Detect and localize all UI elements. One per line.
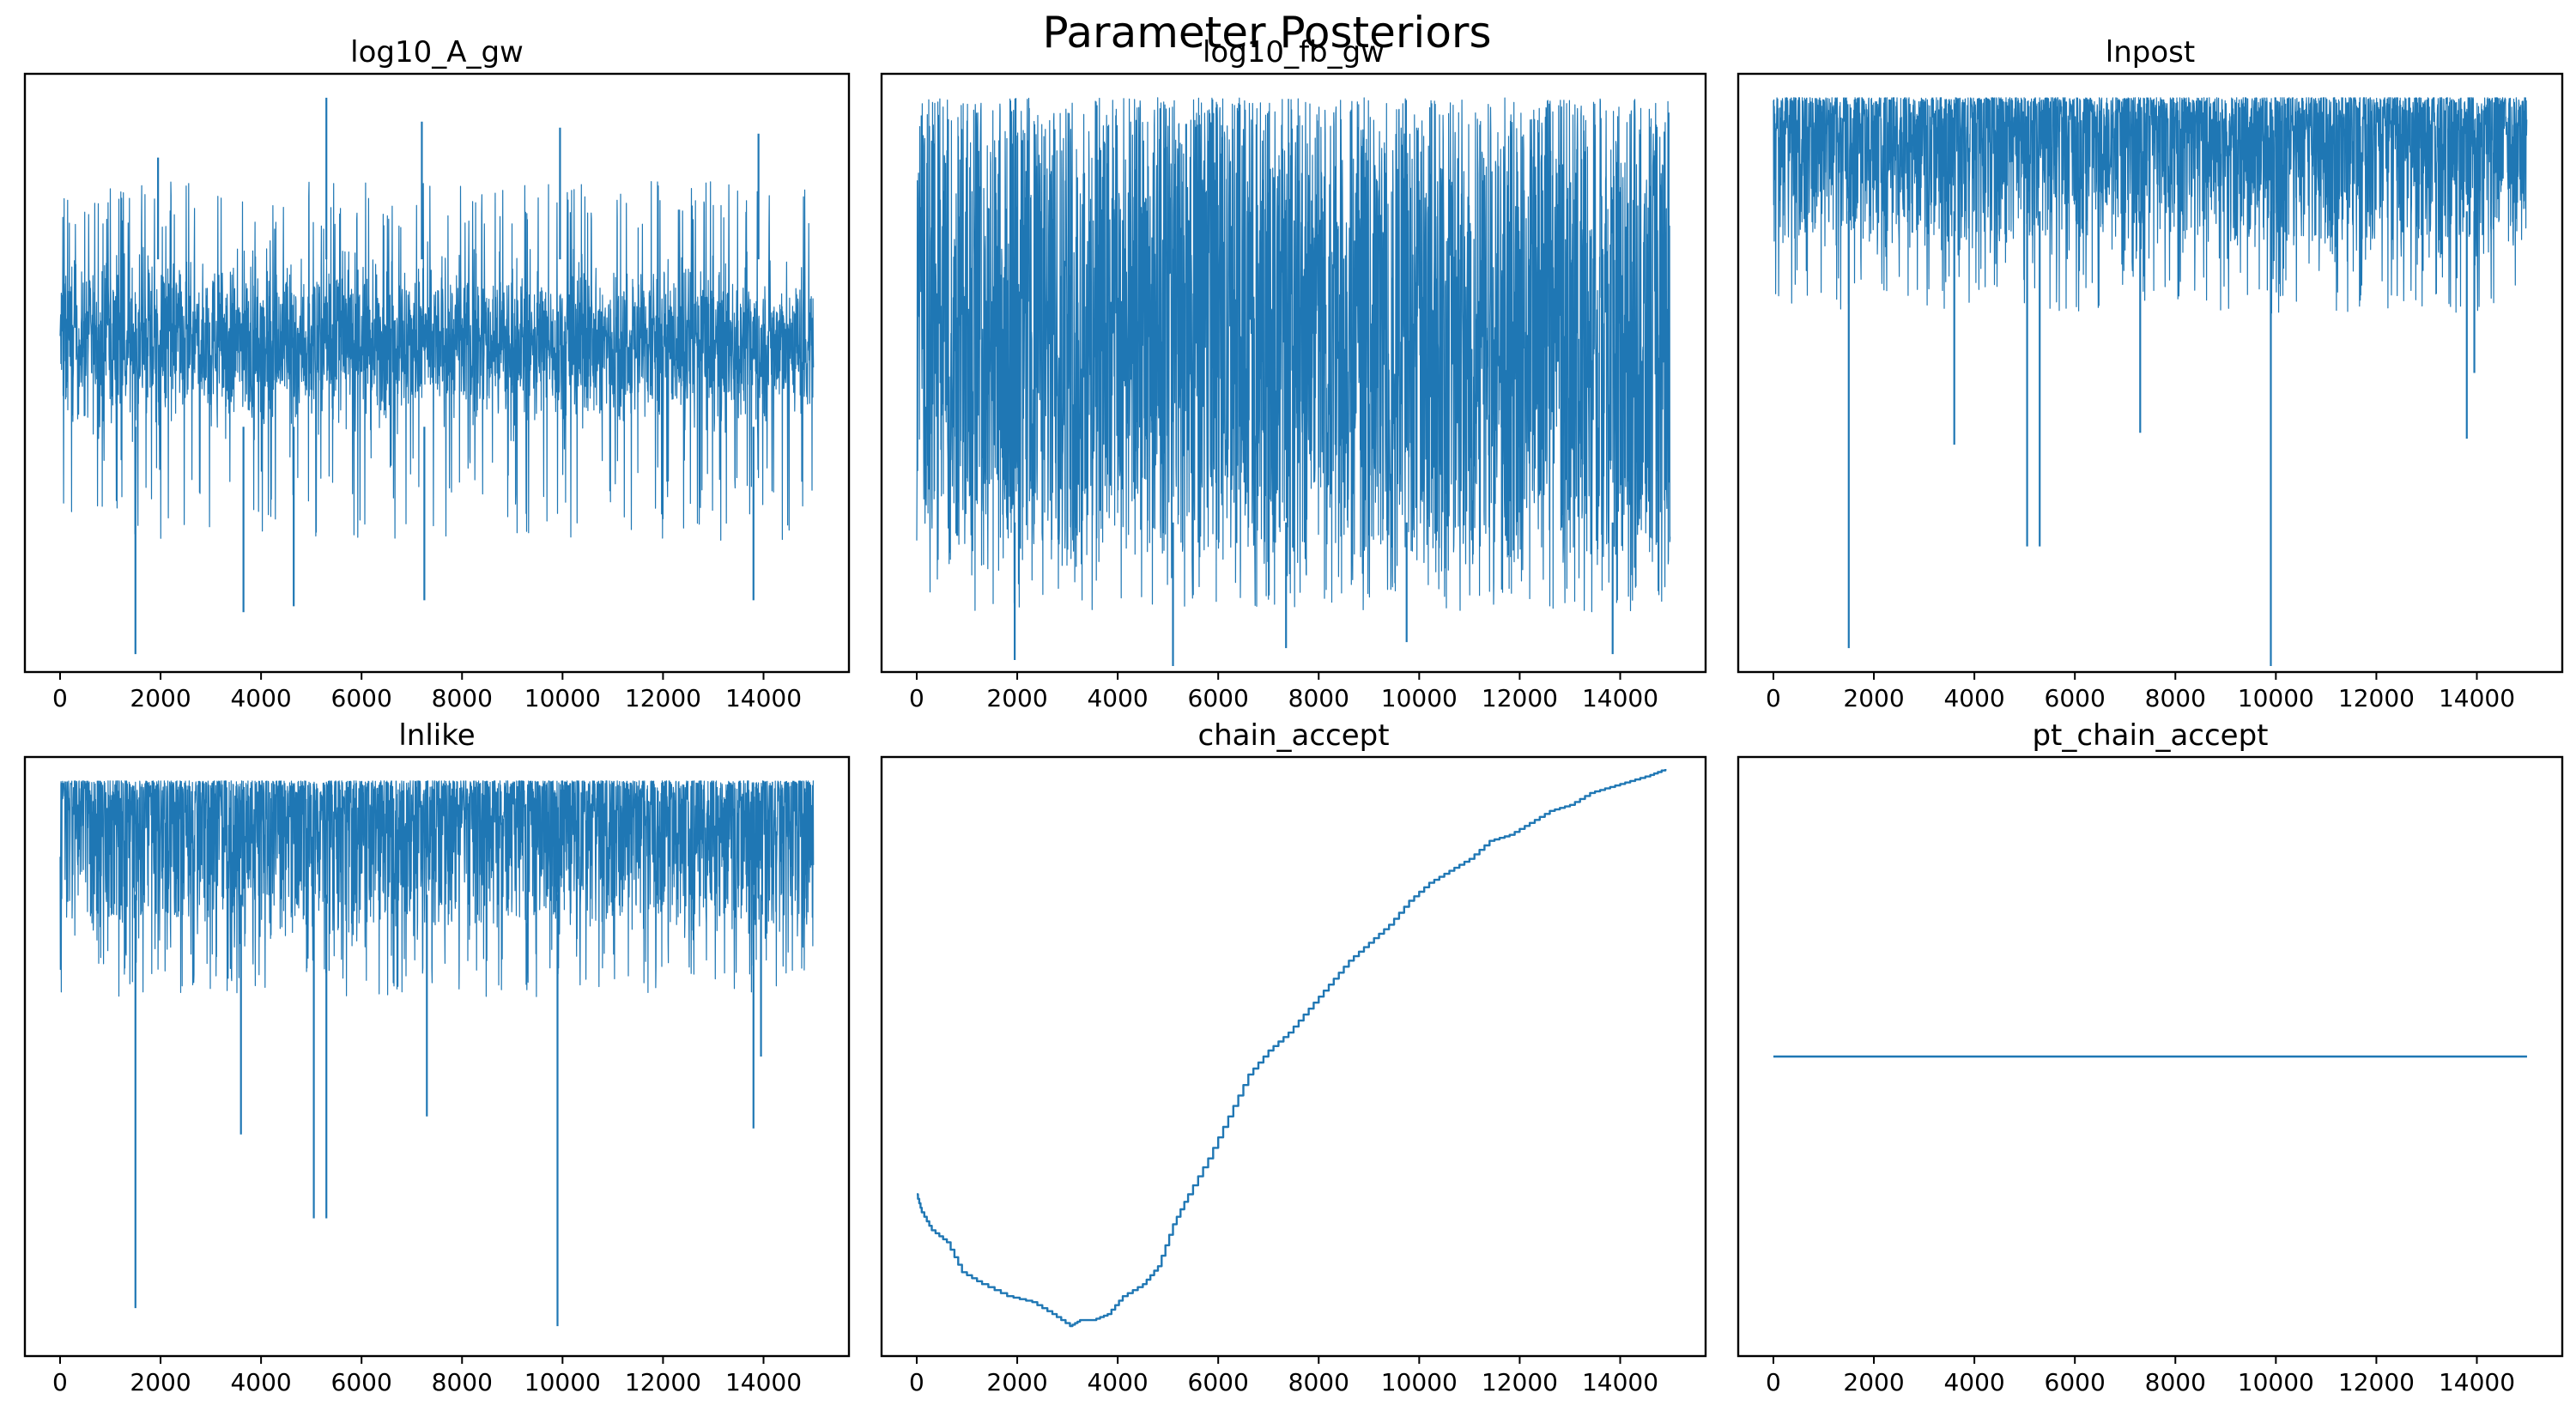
x-tick-label: 12000 xyxy=(1482,1368,1558,1396)
figure-title: Parameter Posteriors xyxy=(1042,8,1491,58)
x-tick-label: 14000 xyxy=(1582,684,1658,712)
x-tick-label: 0 xyxy=(909,684,924,712)
x-tick-label: 8000 xyxy=(1288,684,1349,712)
subplot-grid: log10_A_gw 0 2000 4000 6000 8000 10000 12000 140… xyxy=(23,35,2564,1396)
x-tick-label: 2000 xyxy=(130,684,191,712)
x-tick-label: 0 xyxy=(1766,684,1781,712)
x-tick-label: 10000 xyxy=(1381,1368,1458,1396)
panel-title: pt_chain_accept xyxy=(2032,718,2268,753)
axes-frame xyxy=(23,72,851,674)
x-axis: 0 2000 4000 6000 8000 10000 12000 14000 xyxy=(1766,672,2515,712)
trace-line xyxy=(917,769,1667,1328)
x-tick-label: 14000 xyxy=(725,1368,802,1396)
x-tick-label: 8000 xyxy=(432,1368,493,1396)
x-tick-label: 12000 xyxy=(2338,684,2415,712)
series-trace xyxy=(917,769,1667,1328)
series-trace xyxy=(916,97,1671,667)
panel-title: log10_fb_gw xyxy=(1203,35,1385,70)
x-axis: 0 2000 4000 6000 8000 10000 12000 14000 xyxy=(1766,1356,2515,1396)
x-tick-label: 10000 xyxy=(524,1368,601,1396)
x-tick-label: 14000 xyxy=(2439,684,2515,712)
x-tick-label: 10000 xyxy=(1381,684,1458,712)
x-tick-label: 14000 xyxy=(725,684,802,712)
panel-log10-fb-gw: log10_fb_gw 0 2000 4000 6000 8000 10000 12000 14… xyxy=(880,35,1707,712)
axes-frame xyxy=(23,755,851,1358)
axes-frame xyxy=(1737,72,2564,674)
x-tick-label: 10000 xyxy=(2238,1368,2314,1396)
x-tick-label: 14000 xyxy=(2439,1368,2515,1396)
x-tick-label: 12000 xyxy=(2338,1368,2415,1396)
x-tick-label: 4000 xyxy=(1943,684,2004,712)
x-tick-label: 0 xyxy=(909,1368,924,1396)
x-tick-label: 2000 xyxy=(1843,1368,1904,1396)
panel-title: lnpost xyxy=(2106,35,2195,70)
trace-line xyxy=(59,780,815,997)
axes-frame xyxy=(880,72,1707,674)
x-axis: 0 2000 4000 6000 8000 10000 12000 14000 xyxy=(52,1356,802,1396)
panel-pt-chain-accept: pt_chain_accept 0 2000 4000 6000 8000 10000 120… xyxy=(1737,718,2564,1396)
x-tick-label: 12000 xyxy=(1482,684,1558,712)
x-tick-label: 0 xyxy=(52,684,68,712)
x-tick-label: 8000 xyxy=(2145,684,2206,712)
x-tick-label: 10000 xyxy=(2238,684,2314,712)
trace-line xyxy=(1773,97,2528,314)
x-tick-label: 8000 xyxy=(2145,1368,2206,1396)
x-tick-label: 6000 xyxy=(331,684,392,712)
x-tick-label: 2000 xyxy=(130,1368,191,1396)
x-tick-label: 8000 xyxy=(1288,1368,1349,1396)
series-trace xyxy=(59,97,815,655)
panel-lnpost: lnpost 0 2000 4000 6000 8000 10000 12000 14000 xyxy=(1737,35,2564,712)
x-tick-label: 6000 xyxy=(1188,684,1249,712)
panel-title: chain_accept xyxy=(1197,718,1389,753)
x-tick-label: 2000 xyxy=(986,684,1047,712)
x-tick-label: 6000 xyxy=(331,1368,392,1396)
x-tick-label: 0 xyxy=(1766,1368,1781,1396)
x-tick-label: 12000 xyxy=(625,1368,701,1396)
panel-log10-A-gw: log10_A_gw 0 2000 4000 6000 8000 10000 12000 140… xyxy=(23,35,851,712)
x-tick-label: 4000 xyxy=(230,1368,291,1396)
x-tick-label: 2000 xyxy=(986,1368,1047,1396)
x-tick-label: 4000 xyxy=(1943,1368,2004,1396)
series-trace xyxy=(59,780,815,1327)
x-tick-label: 6000 xyxy=(2045,1368,2106,1396)
x-tick-label: 6000 xyxy=(1188,1368,1249,1396)
x-tick-label: 10000 xyxy=(524,684,601,712)
x-tick-label: 4000 xyxy=(1087,684,1148,712)
x-tick-label: 14000 xyxy=(1582,1368,1658,1396)
trace-line xyxy=(916,97,1671,613)
x-tick-label: 4000 xyxy=(230,684,291,712)
panel-chain-accept: chain_accept 0 2000 4000 6000 8000 10000 12000 1… xyxy=(880,718,1707,1396)
x-tick-label: 6000 xyxy=(2045,684,2106,712)
axes-frame xyxy=(880,755,1707,1358)
x-tick-label: 0 xyxy=(52,1368,68,1396)
x-axis: 0 2000 4000 6000 8000 10000 12000 14000 xyxy=(909,672,1658,712)
series-trace xyxy=(1773,97,2528,667)
x-axis: 0 2000 4000 6000 8000 10000 12000 14000 xyxy=(909,1356,1658,1396)
panel-title: lnlike xyxy=(398,718,475,753)
trace-line xyxy=(59,181,815,541)
x-tick-label: 8000 xyxy=(432,684,493,712)
x-tick-label: 4000 xyxy=(1087,1368,1148,1396)
panel-lnlike: lnlike 0 2000 4000 6000 8000 10000 12000 14000 xyxy=(23,718,851,1396)
x-axis: 0 2000 4000 6000 8000 10000 12000 14000 xyxy=(52,672,802,712)
panel-title: log10_A_gw xyxy=(350,35,524,70)
x-tick-label: 12000 xyxy=(625,684,701,712)
x-tick-label: 2000 xyxy=(1843,684,1904,712)
axes-frame xyxy=(1737,755,2564,1358)
